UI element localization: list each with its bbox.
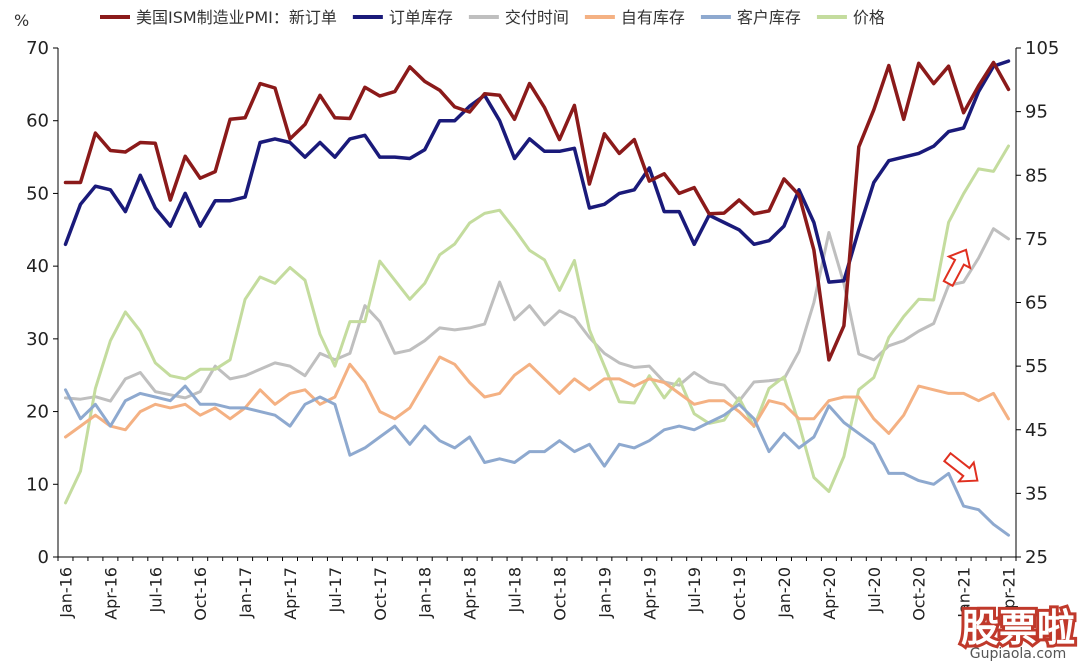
- watermark-logo-text: 股票啦: [961, 606, 1075, 650]
- series-line-0: [63, 60, 1011, 362]
- y-tick-right-label: 85: [1025, 165, 1048, 186]
- y-tick-left-label: 30: [26, 329, 49, 350]
- series-layer: [63, 59, 1011, 537]
- x-tick-label: Jul-18: [506, 567, 525, 613]
- x-tick-label: Jul-17: [326, 567, 345, 613]
- x-tick-label: Apr-16: [101, 567, 120, 620]
- watermark: 股票啦 Gupiaola.com: [958, 603, 1078, 662]
- y-tick-left-label: 70: [26, 38, 49, 59]
- y-tick-right-label: 75: [1025, 229, 1048, 250]
- annotation-layer: [942, 248, 979, 483]
- y-tick-left-label: 20: [26, 402, 49, 423]
- y-tick-right-label: 35: [1025, 483, 1048, 504]
- series-line-3: [64, 355, 1010, 439]
- x-tick-label: Jan-18: [416, 567, 435, 619]
- legend-label-5: 价格: [853, 8, 885, 27]
- y-tick-right-label: 105: [1025, 38, 1059, 59]
- series-line-4: [64, 384, 1010, 537]
- y-tick-left-label: 10: [26, 474, 49, 495]
- y-tick-left-label: 0: [38, 547, 49, 568]
- y-tick-left-label: 60: [26, 111, 49, 132]
- legend-label-4: 客户库存: [737, 8, 801, 27]
- x-tick-label: Jan-17: [236, 567, 255, 619]
- x-tick-label: Apr-18: [461, 567, 480, 620]
- y-tick-left-label: 50: [26, 183, 49, 204]
- arrow-up-annotation: [942, 248, 972, 288]
- x-tick-label: Jan-20: [775, 567, 794, 619]
- legend-label-3: 自有库存: [621, 8, 685, 27]
- y-tick-right-label: 25: [1025, 547, 1048, 568]
- x-tick-label: Oct-16: [191, 567, 210, 621]
- x-tick-label: Jul-16: [146, 567, 165, 613]
- y-tick-left-label: 40: [26, 256, 49, 277]
- x-tick-label: Apr-17: [281, 567, 300, 620]
- x-tick-label: Apr-21: [1000, 567, 1019, 620]
- x-tick-label: Jan-19: [595, 567, 614, 619]
- legend-label-2: 交付时间: [505, 8, 569, 27]
- x-tick-label: Jul-19: [685, 567, 704, 613]
- x-tick-label: Apr-19: [640, 567, 659, 620]
- series-line-2: [64, 227, 1010, 403]
- watermark-subtext: Gupiaola.com: [970, 646, 1066, 662]
- axes: 0 10 20 30 40 50 60 70 25 35 45 55 65 75 85 95 105 Jan-16…: [26, 38, 1059, 621]
- y-tick-right-label: 45: [1025, 420, 1048, 441]
- y-tick-right-label: 65: [1025, 293, 1048, 314]
- x-tick-label: Jan-21: [955, 567, 974, 619]
- x-tick-label: Oct-19: [730, 567, 749, 621]
- x-tick-label: Jan-16: [56, 567, 75, 619]
- y-axis-label: %: [14, 11, 29, 30]
- x-tick-label: Oct-20: [910, 567, 929, 621]
- legend-label-0: 美国ISM制造业PMI：新订单: [136, 8, 337, 27]
- y-tick-right-label: 55: [1025, 356, 1048, 377]
- x-tick-label: Jul-20: [865, 567, 884, 613]
- arrow-down-annotation-shape: [942, 451, 979, 483]
- x-tick-label: Oct-17: [371, 567, 390, 621]
- legend: 美国ISM制造业PMI：新订单 订单库存 交付时间 自有库存 客户库存 价格: [100, 8, 885, 27]
- series-line-5: [64, 144, 1010, 505]
- arrow-down-annotation: [942, 451, 979, 483]
- y-tick-right-label: 95: [1025, 102, 1048, 123]
- x-tick-label: Oct-18: [550, 567, 569, 621]
- legend-label-1: 订单库存: [389, 8, 453, 27]
- x-tick-label: Apr-20: [820, 567, 839, 620]
- arrow-up-annotation-shape: [942, 248, 972, 288]
